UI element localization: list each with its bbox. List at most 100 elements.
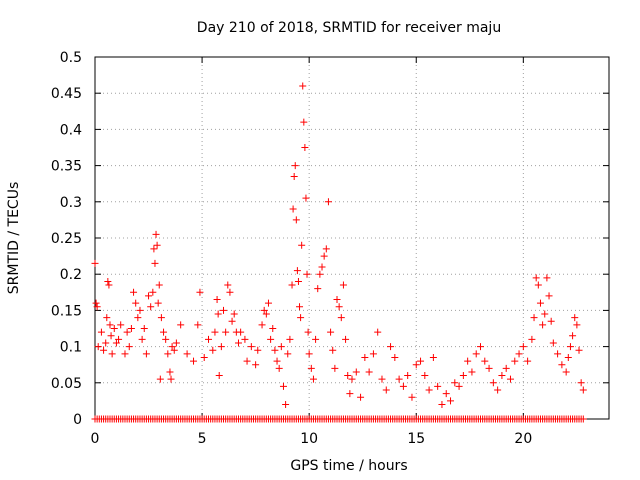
data-point <box>547 317 555 325</box>
data-point <box>100 346 108 354</box>
data-point <box>464 357 472 365</box>
data-point <box>200 353 208 361</box>
data-point <box>566 343 574 351</box>
data-point <box>97 328 105 336</box>
data-point <box>106 321 114 329</box>
data-point <box>288 281 296 289</box>
data-point <box>298 241 306 249</box>
data-point <box>305 350 313 358</box>
data-point <box>536 299 544 307</box>
data-point <box>104 277 112 285</box>
data-point <box>331 364 339 372</box>
data-point <box>297 314 305 322</box>
data-point <box>579 415 587 423</box>
data-point <box>322 245 330 253</box>
data-point <box>289 205 297 213</box>
data-point <box>438 401 446 409</box>
data-point <box>361 353 369 361</box>
y-tick-label: 0.25 <box>51 231 82 247</box>
data-point <box>579 386 587 394</box>
data-point <box>329 346 337 354</box>
data-point <box>382 386 390 394</box>
data-point <box>312 335 320 343</box>
data-point <box>217 343 225 351</box>
data-point <box>417 357 425 365</box>
data-point <box>115 335 123 343</box>
data-point <box>294 277 302 285</box>
data-point <box>93 303 101 311</box>
data-point <box>342 335 350 343</box>
data-point <box>577 379 585 387</box>
data-point <box>147 303 155 311</box>
data-point <box>220 306 227 314</box>
data-point <box>127 325 135 332</box>
data-point <box>558 361 566 369</box>
grid-lines <box>95 57 609 419</box>
data-point <box>226 288 234 296</box>
x-tick-label: 5 <box>198 431 207 447</box>
data-point <box>365 368 373 376</box>
data-point <box>571 314 579 322</box>
data-point <box>292 216 300 224</box>
data-point <box>194 321 202 329</box>
data-point <box>132 299 140 307</box>
data-point <box>494 386 502 394</box>
data-point <box>190 357 198 365</box>
data-point <box>275 364 283 372</box>
data-point <box>451 379 459 387</box>
y-tick-label: 0.3 <box>60 195 82 211</box>
data-point <box>94 343 102 351</box>
data-point <box>442 390 450 398</box>
data-point <box>110 325 118 332</box>
x-axis: 0 5 10 15 20 <box>91 57 532 447</box>
data-point <box>228 317 236 325</box>
data-point <box>352 368 360 376</box>
data-point <box>252 361 260 369</box>
data-point <box>157 314 165 322</box>
data-point <box>105 281 113 289</box>
data-point <box>320 252 328 260</box>
data-point <box>434 382 442 390</box>
data-point <box>267 335 275 343</box>
data-point <box>412 361 420 369</box>
data-point <box>150 245 158 253</box>
data-point <box>164 350 172 358</box>
x-tick-label: 20 <box>514 431 532 447</box>
data-point <box>260 306 268 314</box>
data-point <box>282 401 290 409</box>
data-point <box>130 288 138 296</box>
data-point <box>506 375 514 383</box>
data-point <box>222 328 230 336</box>
data-point <box>530 314 538 322</box>
data-point <box>485 364 493 372</box>
data-point <box>489 379 497 387</box>
x-tick-label: 10 <box>300 431 318 447</box>
data-point <box>300 118 308 126</box>
data-point <box>162 335 170 343</box>
data-point <box>166 368 174 376</box>
data-point <box>532 274 540 282</box>
data-point <box>545 292 553 300</box>
data-point <box>103 314 111 322</box>
data-point <box>271 346 279 354</box>
data-point <box>374 328 382 336</box>
data-point <box>528 335 536 343</box>
data-point <box>399 382 407 390</box>
data-point <box>378 375 386 383</box>
data-point <box>211 328 219 336</box>
y-tick-label: 0 <box>73 412 82 428</box>
data-point <box>91 259 99 267</box>
data-point <box>337 314 345 322</box>
data-point <box>301 144 309 151</box>
data-point <box>209 346 217 354</box>
data-point <box>307 364 315 372</box>
data-point <box>304 328 312 336</box>
data-point <box>290 172 298 180</box>
data-point <box>404 372 412 380</box>
data-point <box>167 375 175 383</box>
data-point <box>102 339 110 347</box>
x-tick-label: 15 <box>407 431 425 447</box>
data-point <box>254 346 262 354</box>
data-point <box>344 372 352 380</box>
data-point <box>395 375 403 383</box>
